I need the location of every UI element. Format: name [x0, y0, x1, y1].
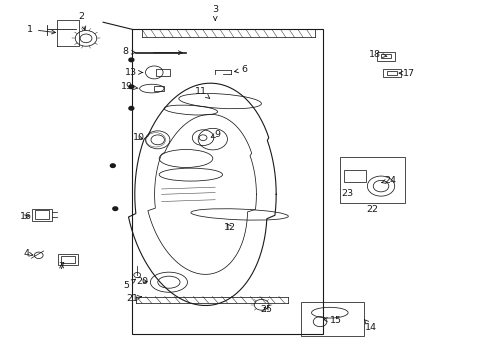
Text: 22: 22 — [366, 205, 378, 214]
Text: 24: 24 — [381, 176, 396, 185]
Text: 17: 17 — [398, 69, 414, 78]
Bar — [35, 211, 49, 220]
Text: 12: 12 — [224, 223, 235, 232]
Text: 7: 7 — [59, 262, 64, 271]
Text: 14: 14 — [364, 320, 377, 332]
Text: 6: 6 — [234, 65, 247, 74]
Text: 8: 8 — [122, 47, 135, 56]
Bar — [61, 256, 75, 263]
Circle shape — [129, 107, 134, 110]
Bar — [154, 86, 163, 91]
Text: 2: 2 — [78, 12, 85, 30]
Bar — [132, 30, 322, 334]
Bar — [339, 157, 405, 203]
Text: 19: 19 — [120, 82, 138, 91]
Bar — [380, 54, 390, 58]
Text: 16: 16 — [20, 212, 32, 221]
Text: 9: 9 — [211, 130, 220, 139]
Bar — [344, 170, 366, 182]
Text: 25: 25 — [260, 305, 272, 314]
Bar — [156, 69, 169, 76]
Bar — [376, 52, 394, 60]
Text: 23: 23 — [340, 189, 352, 198]
Circle shape — [129, 58, 134, 62]
Text: 1: 1 — [27, 25, 56, 34]
Text: 10: 10 — [133, 133, 145, 142]
Circle shape — [113, 207, 118, 211]
Circle shape — [129, 85, 134, 89]
Text: 21: 21 — [126, 294, 141, 303]
Bar — [382, 69, 400, 77]
Text: 11: 11 — [194, 86, 209, 98]
Bar — [32, 209, 52, 221]
Bar — [386, 71, 396, 75]
Text: 20: 20 — [136, 276, 148, 285]
Circle shape — [110, 164, 115, 167]
Text: 15: 15 — [323, 316, 342, 325]
Text: 3: 3 — [212, 5, 218, 20]
Text: 4: 4 — [23, 249, 33, 258]
Text: 18: 18 — [368, 50, 386, 59]
Text: 5: 5 — [123, 279, 135, 290]
Bar — [300, 302, 363, 336]
Bar — [58, 254, 78, 265]
Text: 13: 13 — [124, 68, 142, 77]
